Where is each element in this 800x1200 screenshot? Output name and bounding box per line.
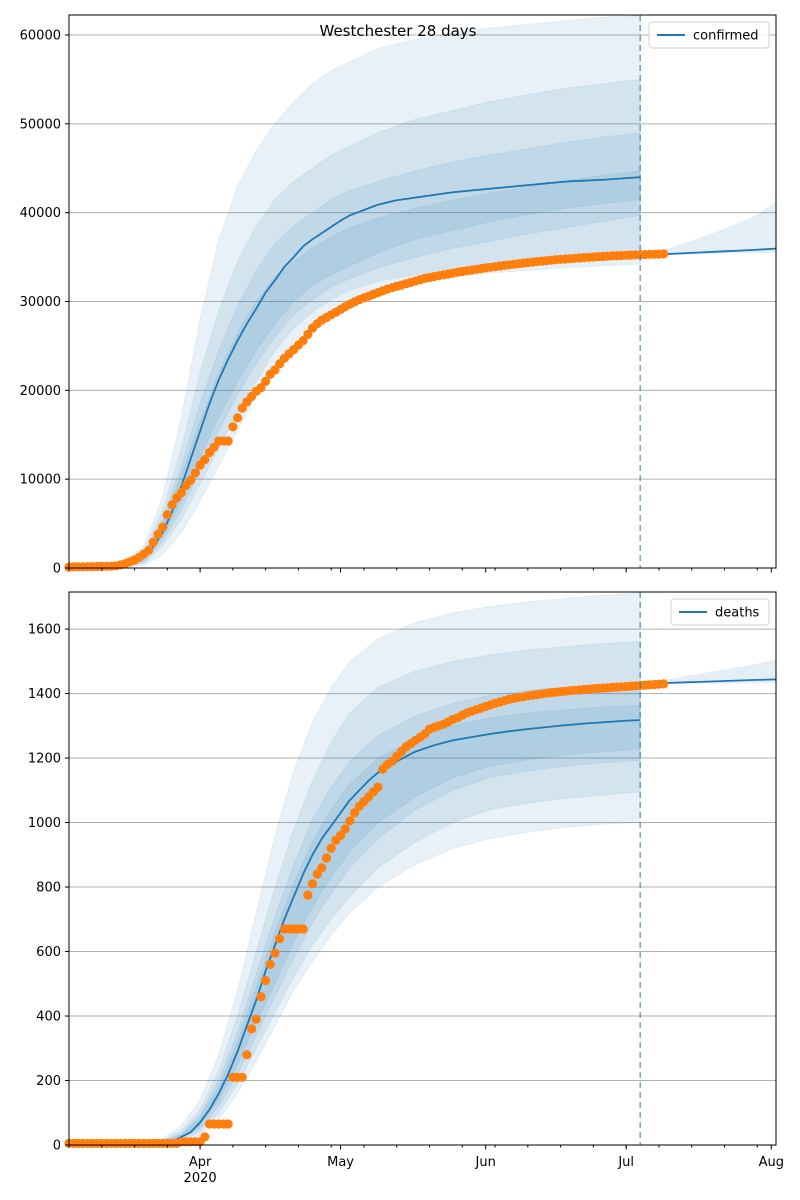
confirmed-bands xyxy=(114,14,641,569)
observed-point xyxy=(270,948,280,958)
observed-point xyxy=(312,869,322,879)
legend-label: confirmed xyxy=(693,29,759,44)
confirmed-legend: confirmed xyxy=(648,21,770,49)
x-tick-label: Jun xyxy=(475,1155,496,1170)
observed-point xyxy=(223,436,233,446)
y-tick-label: 20000 xyxy=(20,384,61,399)
observed-point xyxy=(336,830,346,841)
confirmed-y-axis: 0 10000 20000 30000 40000 50000 60000 xyxy=(20,28,69,577)
confirmed-panel: 0 10000 20000 30000 40000 50000 60000 Westches… xyxy=(20,14,777,577)
deaths-gridlines xyxy=(69,628,776,1082)
forecast-band xyxy=(640,659,776,685)
y-tick-label: 1000 xyxy=(28,816,61,831)
y-tick-label: 30000 xyxy=(20,295,61,310)
y-tick-label: 50000 xyxy=(20,117,61,132)
observed-point xyxy=(162,510,172,520)
y-tick-label: 200 xyxy=(36,1074,61,1089)
deaths-y-axis: 0 200 400 600 800 1000 1200 1400 1600 xyxy=(28,623,69,1154)
uncertainty-band-middle-inner xyxy=(115,132,641,569)
x-tick-label: Aug xyxy=(759,1155,784,1170)
observed-point xyxy=(228,422,238,432)
y-tick-label: 800 xyxy=(36,881,61,896)
uncertainty-band-middle-inner xyxy=(153,681,641,1146)
y-tick-label: 1200 xyxy=(28,752,61,767)
observed-point xyxy=(200,455,210,465)
confirmed-observed-dots xyxy=(64,249,669,572)
chart-title: Westchester 28 days xyxy=(320,22,477,40)
observed-point xyxy=(317,863,327,873)
deaths-axes-frame xyxy=(68,591,777,1146)
observed-point xyxy=(659,679,669,689)
y-tick-label: 400 xyxy=(36,1010,61,1025)
observed-point xyxy=(659,249,669,259)
observed-point xyxy=(233,413,243,423)
observed-point xyxy=(350,808,360,818)
observed-point xyxy=(256,992,266,1002)
observed-point xyxy=(200,1132,210,1142)
observed-point xyxy=(345,816,355,826)
y-tick-label: 0 xyxy=(53,1139,61,1154)
observed-point xyxy=(153,529,163,539)
observed-point xyxy=(303,329,313,339)
observed-point xyxy=(223,1119,233,1129)
legend-box xyxy=(670,598,770,626)
y-tick-label: 600 xyxy=(36,945,61,960)
y-tick-label: 60000 xyxy=(20,28,61,43)
observed-point xyxy=(247,1024,257,1034)
observed-point xyxy=(340,824,350,834)
confirmed-gridlines xyxy=(69,34,776,480)
observed-point xyxy=(251,1014,261,1024)
legend-label: deaths xyxy=(715,606,760,621)
observed-point xyxy=(265,959,275,970)
x-tick-label: May xyxy=(327,1155,354,1170)
y-tick-label: 1400 xyxy=(28,687,61,702)
observed-point xyxy=(167,500,177,510)
observed-point xyxy=(261,976,271,986)
confirmed-x-axis xyxy=(68,568,772,573)
legend-box xyxy=(648,21,770,49)
x-tick-label: Jul xyxy=(617,1155,634,1170)
observed-point xyxy=(373,782,383,792)
deaths-bands xyxy=(153,592,641,1146)
y-tick-label: 40000 xyxy=(20,206,61,221)
x-tick-label: 2020 xyxy=(184,1171,217,1186)
y-tick-label: 10000 xyxy=(20,473,61,488)
confirmed-axes-frame xyxy=(68,14,777,569)
observed-point xyxy=(321,853,332,863)
observed-point xyxy=(242,1050,252,1060)
observed-point xyxy=(190,468,200,478)
deaths-observed-dots xyxy=(64,679,669,1148)
observed-point xyxy=(256,383,266,393)
observed-point xyxy=(303,890,313,900)
observed-point xyxy=(148,537,158,547)
observed-point xyxy=(144,545,154,555)
observed-point xyxy=(237,1072,247,1082)
y-tick-label: 1600 xyxy=(28,623,61,638)
confirmed-forecast xyxy=(640,202,777,257)
observed-point xyxy=(186,475,196,485)
observed-point xyxy=(275,934,285,944)
observed-point xyxy=(298,924,308,934)
observed-point xyxy=(326,843,336,853)
deaths-legend: deaths xyxy=(670,598,770,626)
observed-point xyxy=(307,879,318,889)
x-tick-label: Apr xyxy=(189,1155,212,1170)
observed-point xyxy=(176,487,186,498)
forecast-band xyxy=(640,202,776,257)
observed-point xyxy=(158,522,168,532)
y-tick-label: 0 xyxy=(53,562,61,577)
observed-point xyxy=(261,376,271,386)
